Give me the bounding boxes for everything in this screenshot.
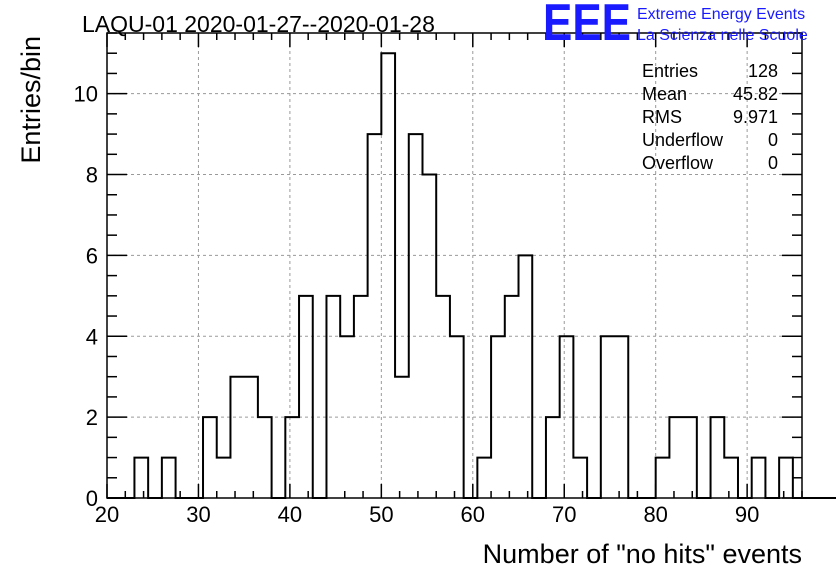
logo-mark: EEE bbox=[543, 0, 631, 52]
y-tick-label: 2 bbox=[86, 405, 98, 430]
histogram-bin bbox=[134, 458, 148, 498]
stats-value: 9.971 bbox=[733, 107, 778, 127]
x-axis-title: Number of "no hits" events bbox=[483, 539, 802, 569]
logo-line-1: Extreme Energy Events bbox=[637, 6, 805, 23]
histogram-bin bbox=[573, 458, 587, 498]
stats-label: Mean bbox=[642, 84, 687, 104]
histogram-bin bbox=[368, 134, 382, 498]
histogram-bin bbox=[436, 296, 450, 498]
histogram-bin bbox=[477, 458, 491, 498]
y-tick-label: 0 bbox=[86, 486, 98, 511]
y-tick-labels: 0 2 4 6 8 10 bbox=[74, 82, 98, 511]
histogram-bin bbox=[354, 296, 368, 498]
y-tick-label: 6 bbox=[86, 243, 98, 268]
histogram-bin bbox=[422, 175, 436, 498]
histogram-bin bbox=[546, 417, 560, 498]
axis-ticks bbox=[106, 32, 803, 499]
stats-value: 0 bbox=[768, 130, 778, 150]
stats-value: 0 bbox=[768, 153, 778, 173]
stats-label: Overflow bbox=[642, 153, 714, 173]
histogram-bin bbox=[752, 458, 766, 498]
histogram-bins bbox=[134, 53, 836, 498]
histogram-bin bbox=[326, 296, 340, 498]
histogram-outline bbox=[107, 52, 836, 499]
stats-label: Entries bbox=[642, 61, 698, 81]
grid bbox=[107, 33, 802, 498]
histogram-bin bbox=[381, 53, 395, 498]
histogram-bin bbox=[244, 377, 258, 498]
y-tick-label: 8 bbox=[86, 163, 98, 188]
x-tick-label: 90 bbox=[735, 502, 759, 527]
eee-logo: EEE Extreme Energy Events La Scienza nel… bbox=[543, 0, 808, 52]
x-tick-label: 80 bbox=[643, 502, 667, 527]
stats-label: Underflow bbox=[642, 130, 724, 150]
histogram-bin bbox=[217, 458, 231, 498]
stats-label: RMS bbox=[642, 107, 682, 127]
chart-title: LAQU-01 2020-01-27--2020-01-28 bbox=[82, 11, 435, 37]
histogram-bin bbox=[258, 417, 272, 498]
x-tick-label: 30 bbox=[186, 502, 210, 527]
histogram-bin bbox=[285, 417, 299, 498]
histogram-bin bbox=[683, 417, 697, 498]
histogram-bin bbox=[203, 417, 217, 498]
stats-value: 45.82 bbox=[733, 84, 778, 104]
stats-value: 128 bbox=[748, 61, 778, 81]
histogram-bin bbox=[162, 458, 176, 498]
histogram-bin bbox=[711, 417, 725, 498]
y-tick-label: 4 bbox=[86, 324, 98, 349]
histogram-bin bbox=[519, 255, 533, 498]
x-tick-label: 40 bbox=[278, 502, 302, 527]
x-tick-label: 20 bbox=[95, 502, 119, 527]
logo-line-2: La Scienza nelle Scuole bbox=[637, 27, 808, 44]
histogram-bin bbox=[505, 296, 519, 498]
histogram-bin bbox=[395, 377, 409, 498]
histogram-bin bbox=[230, 377, 244, 498]
y-axis-title: Entries/bin bbox=[16, 36, 46, 164]
histogram-bin bbox=[669, 417, 683, 498]
x-tick-label: 70 bbox=[552, 502, 576, 527]
x-tick-label: 50 bbox=[369, 502, 393, 527]
y-tick-label: 10 bbox=[74, 82, 98, 107]
x-tick-labels: 20 30 40 50 60 70 80 90 bbox=[95, 502, 760, 527]
x-tick-label: 60 bbox=[461, 502, 485, 527]
histogram-bin bbox=[615, 336, 629, 498]
histogram-bin bbox=[779, 458, 793, 498]
histogram-bin bbox=[656, 458, 670, 498]
histogram-bin bbox=[299, 296, 313, 498]
histogram-bin bbox=[409, 134, 423, 498]
histogram-bin bbox=[724, 458, 738, 498]
stats-box: Entries 128 Mean 45.82 RMS 9.971 Underflow 0 Ove… bbox=[642, 61, 778, 173]
